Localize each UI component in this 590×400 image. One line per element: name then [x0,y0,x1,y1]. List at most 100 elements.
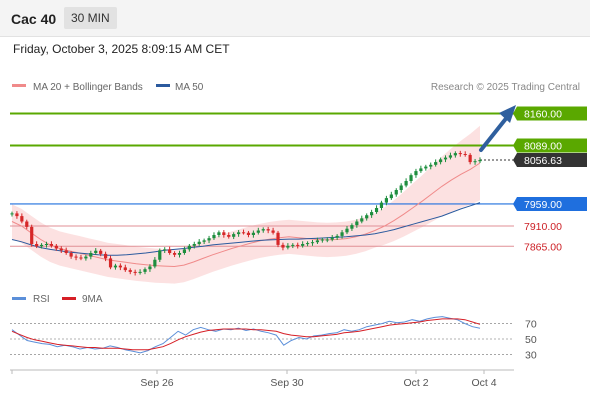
candle-body [113,265,118,268]
rsi-legend-label: RSI [33,294,50,305]
x-tick-label: Oct 2 [403,377,428,389]
candle-body [54,245,58,249]
candle-body [172,253,177,255]
candle-body [414,171,418,176]
bollinger-bands [12,125,480,284]
forecast-arrow [479,105,516,152]
header-bar: Cac 40 30 MIN [0,0,590,37]
research-credit: Research © 2025 Trading Central [431,82,580,93]
level-label-8089.00: 8089.00 [524,140,562,152]
ma50-legend-label: MA 50 [175,82,204,93]
candle-body [133,271,137,273]
candle-body [202,240,206,242]
candle-body [241,232,246,234]
candle-body [79,257,83,259]
candle-body [84,256,88,259]
x-tick-label: Sep 26 [140,377,173,389]
candle-body [74,256,78,258]
candle-body [468,154,472,163]
candle-body [207,238,211,241]
candle-body [222,232,226,235]
rsi-level-label-50: 50 [525,334,537,346]
candle-body [320,239,324,241]
candle-body [69,253,73,257]
candle-body [138,271,142,273]
candle-body [266,229,270,231]
candle-body [39,244,44,247]
level-label-bg-8089.00 [513,138,587,153]
ma50-legend-swatch [156,84,170,87]
candle-body [251,232,255,235]
candle-body [438,159,443,163]
candle-body [379,202,384,208]
candle-body [99,250,103,254]
level-label-7959.00: 7959.00 [524,199,562,211]
candle-body [463,154,467,155]
candle-body [217,232,221,235]
candle-body [177,253,182,255]
interval-badge[interactable]: 30 MIN [64,7,117,29]
price-levels [10,112,514,247]
candle-body [271,230,275,233]
candle-body [286,245,290,248]
candle-body [429,164,433,167]
candle-body [404,181,408,186]
candle-body [25,221,29,227]
candle-body [30,226,34,244]
candle-body [310,242,315,244]
candle-body [458,153,462,155]
candle-body [143,269,147,272]
candle-body [360,218,364,222]
candle-body [94,250,98,253]
candle-body [355,221,359,226]
candle-body [305,243,310,245]
rsi-level-label-70: 70 [525,319,537,331]
candle-body [89,253,93,257]
level-labels: 8160.00 8089.00 8056.63 7959.00 7910.00 7865.… [513,106,587,253]
candle-body [64,250,68,253]
candle-body [443,157,448,160]
candle-body [35,244,39,247]
instrument-title: Cac 40 [11,11,57,27]
candle-body [301,244,305,246]
candle-body [182,249,187,253]
candle-body [246,232,251,235]
ma20-legend-label: MA 20 + Bollinger Bands [33,82,143,93]
candle-body [261,229,265,231]
candle-body [10,213,14,215]
rsi-legend: RSI 9MA [12,294,103,305]
candle-body [315,240,320,243]
candle-body [424,166,428,169]
candle-body [153,259,157,267]
candle-body [281,244,285,248]
candle-body [163,249,167,251]
candle-body [44,244,49,245]
candle-body [118,265,122,268]
candle-body [212,235,216,239]
candle-body [335,235,339,238]
candle-body [158,250,162,260]
candle-body [340,232,344,236]
candle-body [276,232,280,245]
level-label-7865.00: 7865.00 [524,241,562,253]
timestamp: Friday, October 3, 2025 8:09:15 AM CET [13,42,230,56]
candle-body [59,248,63,251]
forecast-arrow-shaft [479,114,510,152]
candle-body [192,244,196,246]
level-label-7910.00: 7910.00 [524,221,562,233]
candle-body [399,185,403,190]
level-label-8160.00: 8160.00 [524,109,562,121]
candle-body [20,216,24,222]
rsi-ma-line [11,318,481,351]
candle-body [419,168,423,172]
candle-body [473,161,477,163]
candle-body [434,162,438,165]
candle-body [128,270,132,272]
candlesticks [10,150,482,276]
candle-body [409,175,413,181]
candle-body [370,212,374,216]
candle-body [296,244,300,246]
candle-body [232,234,236,237]
candle-body [108,258,113,268]
candle-body [148,266,152,270]
